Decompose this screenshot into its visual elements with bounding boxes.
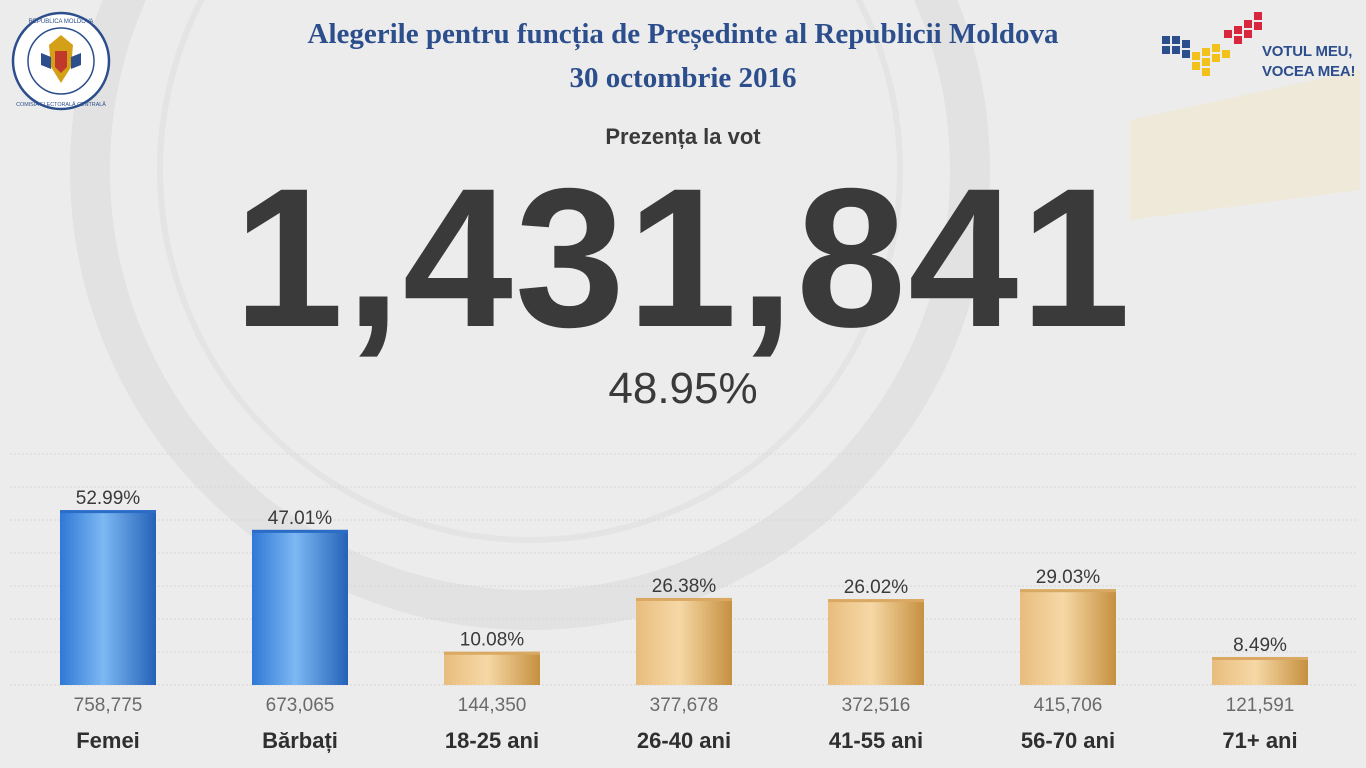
bar-count-label: 673,065 <box>266 695 335 716</box>
brand-slogan-line1: VOTUL MEU, <box>1262 43 1353 60</box>
bar-cap-1 <box>60 510 156 514</box>
turnout-percent: 48.95% <box>608 364 758 413</box>
category-label: Bărbați <box>262 728 338 753</box>
bar-5 <box>828 599 924 685</box>
bar-value-label: 26.02% <box>844 577 909 598</box>
bar-count-label: 758,775 <box>74 695 143 716</box>
turnout-breakdown-chart: 52.99% 758,775 Femei 47.01% 673,065 Bărbați 10… <box>10 453 1356 753</box>
bar-cap-4 <box>636 597 732 601</box>
bar-2 <box>252 529 348 685</box>
page-date: 30 octombrie 2016 <box>569 62 797 94</box>
turnout-total: 1,431,841 <box>233 147 1133 368</box>
bar-3 <box>444 651 540 685</box>
category-label: 18-25 ani <box>445 728 539 753</box>
category-label: 41-55 ani <box>829 728 923 753</box>
page-title: Alegerile pentru funcția de Președinte a… <box>307 18 1059 50</box>
brand-slogan-line2: VOCEA MEA! <box>1262 63 1356 80</box>
bar-count-label: 415,706 <box>1034 695 1103 716</box>
category-label: 56-70 ani <box>1021 728 1115 753</box>
bar-cap-3 <box>444 651 540 655</box>
category-label: Femei <box>76 728 140 753</box>
bar-value-label: 8.49% <box>1233 635 1287 656</box>
brand-slogan: VOTUL MEU, VOCEA MEA! <box>1262 42 1355 82</box>
bar-count-label: 144,350 <box>458 695 527 716</box>
cec-seal-logo: REPUBLICA MOLDOVA COMISIA ELECTORALĂ CEN… <box>11 11 111 111</box>
vote-brand-logo <box>1162 12 1262 76</box>
bar-cap-7 <box>1212 656 1308 660</box>
bar-cap-2 <box>252 529 348 533</box>
bar-cap-5 <box>828 599 924 603</box>
category-label: 26-40 ani <box>637 728 731 753</box>
category-label: 71+ ani <box>1222 728 1297 753</box>
bar-6 <box>1020 589 1116 685</box>
bar-count-label: 377,678 <box>650 695 719 716</box>
seal-text-top: REPUBLICA MOLDOVA <box>29 19 94 25</box>
turnout-label: Prezența la vot <box>605 124 761 149</box>
bar-value-label: 47.01% <box>268 508 333 529</box>
bar-7 <box>1212 656 1308 685</box>
chart-bars: 52.99% 758,775 Femei 47.01% 673,065 Bărbați 10… <box>60 488 1308 753</box>
bar-value-label: 29.03% <box>1036 567 1101 588</box>
bar-count-label: 121,591 <box>1226 695 1295 716</box>
bar-4 <box>636 597 732 685</box>
bar-value-label: 26.38% <box>652 576 717 597</box>
bar-cap-6 <box>1020 589 1116 593</box>
bar-value-label: 10.08% <box>460 630 525 651</box>
bar-value-label: 52.99% <box>76 488 141 509</box>
bar-count-label: 372,516 <box>842 695 911 716</box>
seal-text-bottom: COMISIA ELECTORALĂ CENTRALĂ <box>16 101 106 108</box>
bar-1 <box>60 510 156 685</box>
